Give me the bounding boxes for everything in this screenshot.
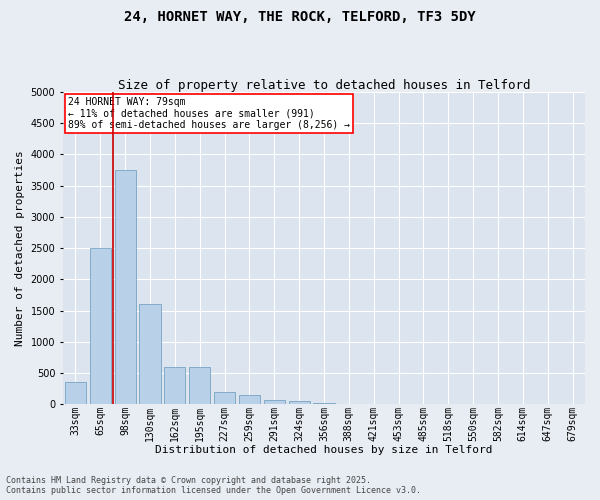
Bar: [313, 403, 335, 404]
Bar: [289, 401, 310, 404]
Text: 24 HORNET WAY: 79sqm
← 11% of detached houses are smaller (991)
89% of semi-deta: 24 HORNET WAY: 79sqm ← 11% of detached h…: [68, 96, 350, 130]
Bar: [115, 170, 136, 404]
Text: Contains HM Land Registry data © Crown copyright and database right 2025.
Contai: Contains HM Land Registry data © Crown c…: [6, 476, 421, 495]
Bar: [214, 392, 235, 404]
Bar: [239, 395, 260, 404]
Title: Size of property relative to detached houses in Telford: Size of property relative to detached ho…: [118, 79, 530, 92]
Bar: [189, 366, 210, 404]
Bar: [139, 304, 161, 404]
Bar: [263, 400, 285, 404]
Y-axis label: Number of detached properties: Number of detached properties: [15, 150, 25, 346]
X-axis label: Distribution of detached houses by size in Telford: Distribution of detached houses by size …: [155, 445, 493, 455]
Bar: [164, 366, 185, 404]
Bar: [65, 382, 86, 404]
Text: 24, HORNET WAY, THE ROCK, TELFORD, TF3 5DY: 24, HORNET WAY, THE ROCK, TELFORD, TF3 5…: [124, 10, 476, 24]
Bar: [89, 248, 111, 404]
